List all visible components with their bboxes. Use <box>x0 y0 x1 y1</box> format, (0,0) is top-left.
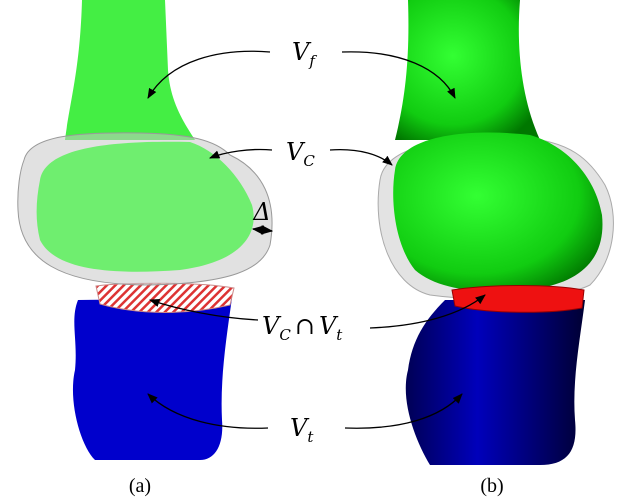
label-sub: C <box>279 326 291 344</box>
label-femur: Vf <box>292 38 317 70</box>
caption-a: (a) <box>129 475 151 497</box>
arrow <box>330 150 392 165</box>
femur-condyle-a <box>37 142 254 272</box>
label-sub: C <box>303 152 315 170</box>
caption-b: (b) <box>480 475 503 497</box>
label-sub: t <box>336 326 343 344</box>
delta-label: Δ <box>252 198 270 226</box>
tibia-a <box>73 298 232 460</box>
label-cartilage: VC <box>286 138 315 170</box>
label-op: ∩ <box>295 312 315 340</box>
panel-b <box>378 0 613 465</box>
intersection-b <box>452 286 584 313</box>
tibia-b <box>406 300 585 465</box>
figure: Δ Vf VC VC∩Vt Vt (a) (b) <box>0 0 638 501</box>
label-intersection: VC∩Vt <box>262 312 343 344</box>
femur-shaft-b <box>395 0 540 140</box>
label-tibia: Vt <box>290 414 314 446</box>
label-sub: t <box>307 428 314 446</box>
panel-a: Δ <box>18 0 272 460</box>
label-sub: f <box>308 52 317 70</box>
intersection-a <box>96 283 234 312</box>
